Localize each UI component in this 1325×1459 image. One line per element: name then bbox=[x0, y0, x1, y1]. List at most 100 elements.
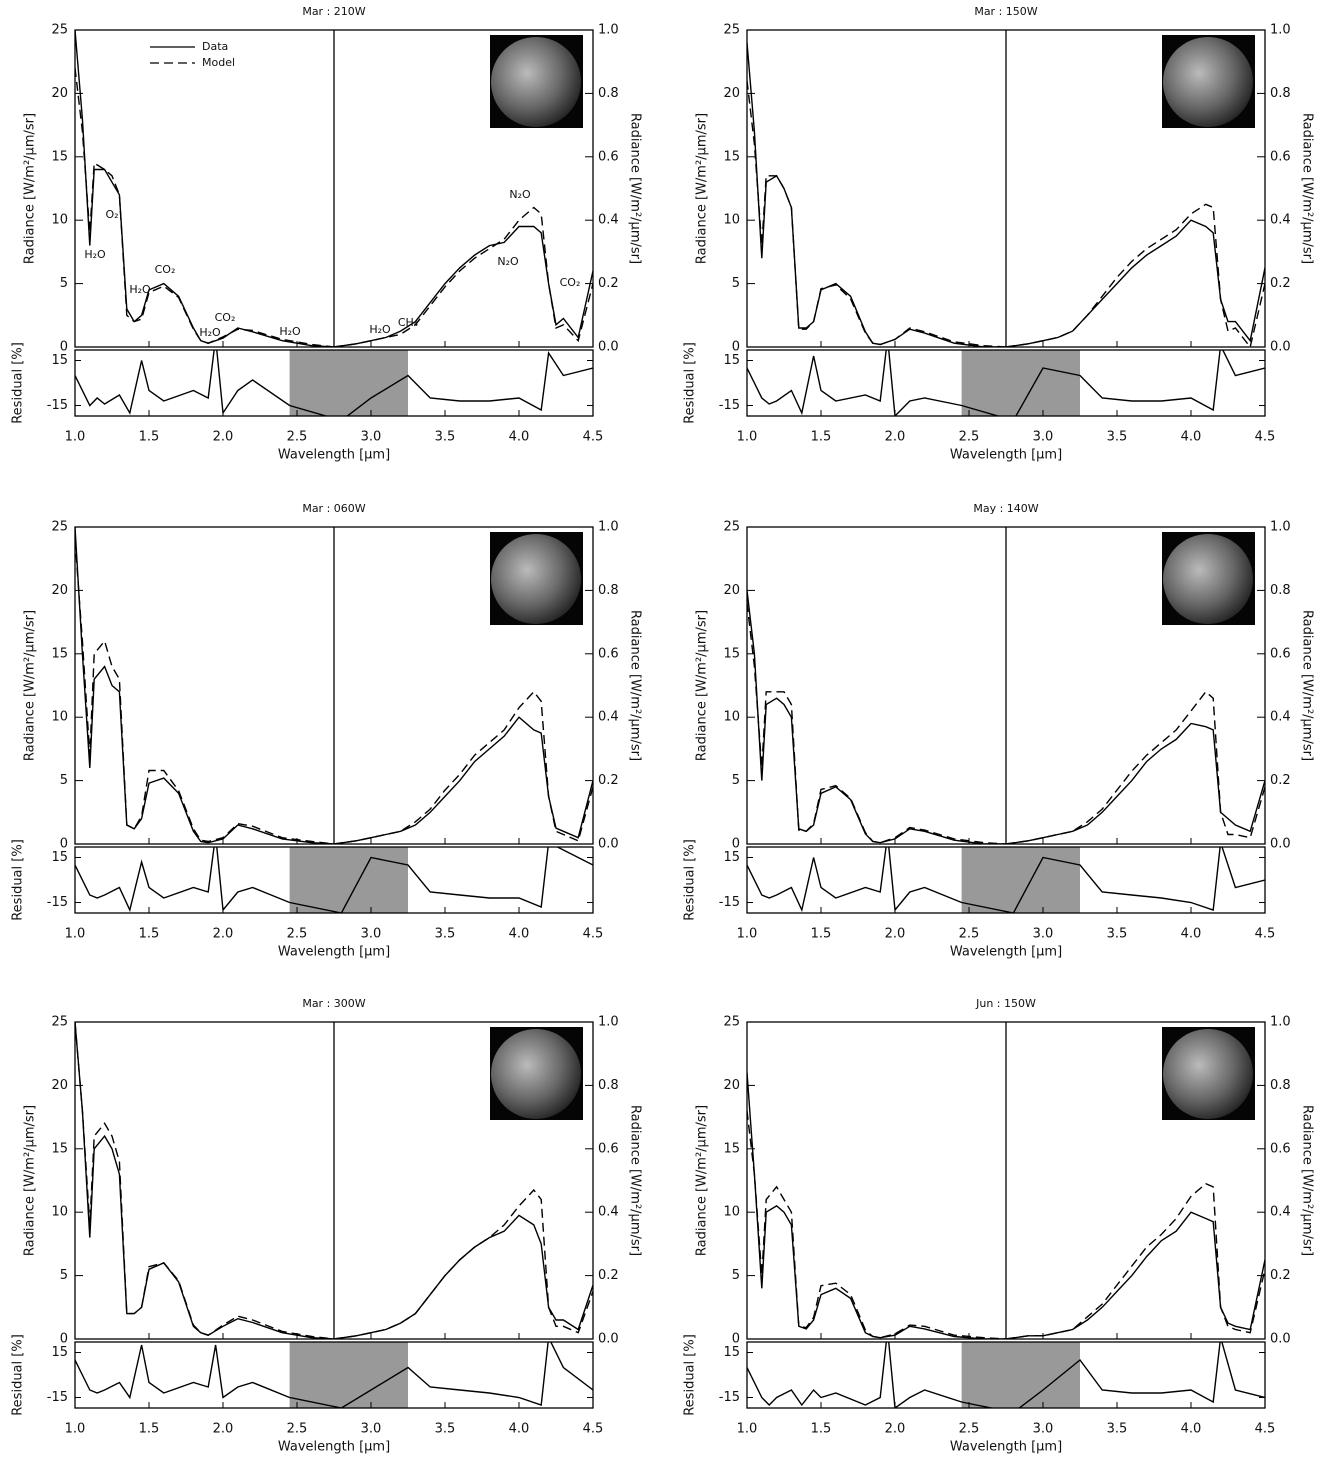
y2-tick-label: 1.0 bbox=[1270, 520, 1291, 535]
panel: Mar : 300W 1.0 1.5 2.0 2.5 3.0 3.5 4.0 4.5 0 5 10 15… bbox=[11, 997, 643, 1455]
y2-tick-label: 1.0 bbox=[598, 23, 619, 38]
y-tick-label: 15 bbox=[723, 149, 740, 164]
data-line bbox=[75, 1022, 335, 1339]
model-line bbox=[333, 690, 593, 844]
y2-tick-label: 0.0 bbox=[598, 837, 619, 852]
x-tick-label: 4.0 bbox=[1181, 1422, 1202, 1437]
x-tick-label: 3.5 bbox=[1107, 927, 1128, 942]
y-tick-label: 20 bbox=[51, 583, 68, 598]
model-line bbox=[747, 1110, 1007, 1339]
annotation: H₂O bbox=[279, 325, 301, 338]
y-tick-label: 10 bbox=[51, 213, 68, 228]
annotation: CO₂ bbox=[215, 311, 236, 324]
y-tick-label: 25 bbox=[723, 23, 740, 38]
annotation: N₂O bbox=[509, 188, 531, 201]
data-line bbox=[75, 527, 335, 844]
residual-axis-label: Residual [%] bbox=[683, 1334, 698, 1416]
chart-title: Jun : 150W bbox=[975, 997, 1036, 1010]
annotation: H₂O bbox=[129, 283, 151, 296]
x-tick-label: 1.5 bbox=[811, 927, 832, 942]
y-tick-label: 10 bbox=[723, 710, 740, 725]
panel: May : 140W 1.0 1.5 2.0 2.5 3.0 3.5 4.0 4.5 0 5 10 15… bbox=[683, 502, 1315, 960]
y2-tick-label: 0.8 bbox=[598, 86, 619, 101]
masked-region bbox=[289, 350, 408, 416]
y2-axis-label: Radiance [W/m²/μm/sr] bbox=[1300, 113, 1315, 264]
y2-axis-label: Radiance [W/m²/μm/sr] bbox=[628, 610, 643, 761]
x-tick-label: 4.5 bbox=[583, 430, 604, 445]
x-tick-label: 4.0 bbox=[1181, 927, 1202, 942]
residual-frame bbox=[74, 1341, 594, 1409]
x-tick-label: 2.0 bbox=[885, 430, 906, 445]
y-tick-label: 0 bbox=[60, 1332, 68, 1347]
x-tick-label: 2.0 bbox=[213, 927, 234, 942]
y-tick-label: 10 bbox=[51, 710, 68, 725]
x-tick-label: 3.5 bbox=[435, 430, 456, 445]
x-axis-label: Wavelength [μm] bbox=[278, 1440, 390, 1455]
panel: Mar : 210W 1.0 1.5 2.0 2.5 3.0 3.5 4.0 4.5 0 5 10 15… bbox=[11, 5, 643, 463]
y-tick-label: 10 bbox=[723, 213, 740, 228]
residual-axis-label: Residual [%] bbox=[683, 839, 698, 921]
y-tick-label: 0 bbox=[60, 837, 68, 852]
model-line bbox=[747, 80, 1007, 347]
residual-frame bbox=[746, 349, 1266, 417]
y2-tick-label: 0.4 bbox=[598, 213, 619, 228]
residual-tick-label: 15 bbox=[723, 1345, 740, 1360]
y-tick-label: 0 bbox=[60, 340, 68, 355]
y2-tick-label: 1.0 bbox=[1270, 23, 1291, 38]
y2-tick-label: 0.2 bbox=[598, 276, 619, 291]
x-tick-label: 3.0 bbox=[361, 927, 382, 942]
y-tick-label: 20 bbox=[723, 1078, 740, 1093]
residual-tick-label: 15 bbox=[51, 850, 68, 865]
y2-tick-label: 0.6 bbox=[598, 1141, 619, 1156]
x-tick-label: 2.0 bbox=[213, 1422, 234, 1437]
panel: Mar : 150W 1.0 1.5 2.0 2.5 3.0 3.5 4.0 4.5 0 5 10 15… bbox=[683, 5, 1315, 463]
masked-region bbox=[289, 1342, 408, 1408]
model-line bbox=[333, 1188, 593, 1339]
x-tick-label: 4.0 bbox=[509, 927, 530, 942]
model-line bbox=[1005, 203, 1265, 347]
y-tick-label: 15 bbox=[51, 646, 68, 661]
residual-axis-label: Residual [%] bbox=[11, 342, 26, 424]
y-tick-label: 10 bbox=[723, 1205, 740, 1220]
y-tick-label: 0 bbox=[732, 1332, 740, 1347]
y-axis-label: Radiance [W/m²/μm/sr] bbox=[695, 610, 710, 761]
model-line bbox=[333, 206, 593, 347]
residual-tick-label: 15 bbox=[51, 1345, 68, 1360]
annotation: O₂ bbox=[105, 208, 118, 221]
x-tick-label: 2.5 bbox=[959, 927, 980, 942]
residual-tick-label: 15 bbox=[723, 850, 740, 865]
data-line bbox=[747, 590, 1006, 844]
y-tick-label: 0 bbox=[732, 340, 740, 355]
y-tick-label: 25 bbox=[723, 520, 740, 535]
globe bbox=[491, 37, 581, 127]
model-line bbox=[75, 539, 335, 844]
x-tick-label: 1.0 bbox=[737, 927, 758, 942]
residual-tick-label: -15 bbox=[47, 1390, 68, 1405]
x-axis-label: Wavelength [μm] bbox=[278, 448, 390, 463]
x-tick-label: 1.0 bbox=[65, 1422, 86, 1437]
y2-tick-label: 0.0 bbox=[598, 340, 619, 355]
x-tick-label: 1.5 bbox=[139, 1422, 160, 1437]
y2-tick-label: 0.2 bbox=[1270, 773, 1291, 788]
x-tick-label: 3.5 bbox=[435, 927, 456, 942]
x-tick-label: 2.5 bbox=[287, 430, 308, 445]
data-line bbox=[747, 1072, 1006, 1339]
masked-region bbox=[961, 350, 1080, 416]
masked-region bbox=[289, 847, 408, 913]
x-tick-label: 2.5 bbox=[287, 1422, 308, 1437]
model-line bbox=[75, 1022, 335, 1339]
x-tick-label: 4.5 bbox=[1255, 927, 1276, 942]
y-tick-label: 5 bbox=[60, 773, 68, 788]
x-tick-label: 3.0 bbox=[1033, 430, 1054, 445]
residual-line bbox=[747, 847, 1265, 913]
model-line bbox=[1005, 1182, 1265, 1339]
x-tick-label: 3.0 bbox=[1033, 927, 1054, 942]
y2-tick-label: 0.6 bbox=[598, 646, 619, 661]
model-line bbox=[747, 603, 1007, 844]
y2-tick-label: 0.8 bbox=[598, 583, 619, 598]
y-axis-label: Radiance [W/m²/μm/sr] bbox=[23, 610, 38, 761]
y2-tick-label: 0.0 bbox=[1270, 340, 1291, 355]
y-axis-label: Radiance [W/m²/μm/sr] bbox=[695, 113, 710, 264]
residual-tick-label: -15 bbox=[719, 895, 740, 910]
annotation: H₂O bbox=[199, 326, 221, 339]
